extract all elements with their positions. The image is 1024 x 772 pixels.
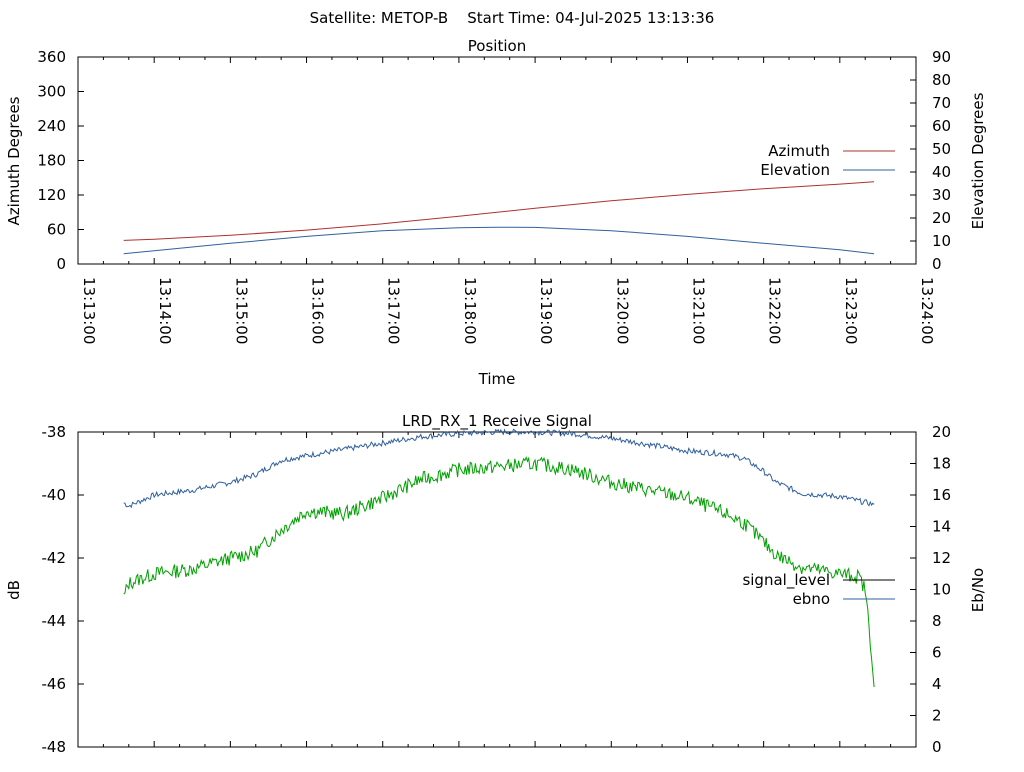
signal-y2-tick-label: 12 [932, 549, 951, 567]
signal-y-tick-label: -48 [42, 738, 67, 756]
position-legend: Azimuth Elevation [760, 142, 895, 179]
signal-y2-tick-label: 4 [932, 675, 942, 693]
position-y2-tick-label: 70 [932, 94, 951, 112]
position-y-tick-label: 300 [37, 83, 66, 101]
position-y2-tick-label: 20 [932, 209, 951, 227]
signal-plot-frame [77, 431, 917, 748]
position-y-tick-label: 240 [37, 117, 66, 135]
position-x-tick-label: 13:15:00 [232, 277, 250, 344]
position-y-tick-label: 360 [37, 48, 66, 66]
signal-y-tick-label: -46 [42, 675, 67, 693]
position-x-axis-label: Time [478, 370, 516, 388]
signal-y2-tick-label: 16 [932, 486, 951, 504]
position-x-tick-label: 13:21:00 [689, 277, 707, 344]
signal-y2-tick-label: 14 [932, 518, 951, 536]
position-y2-tick-label: 0 [932, 255, 942, 273]
position-x-tick-label: 13:19:00 [537, 277, 555, 344]
signal-y2-tick-label: 6 [932, 644, 942, 662]
legend-elevation-label: Elevation [760, 161, 830, 179]
signal-y2-tick-label: 10 [932, 581, 951, 599]
position-y-tick-label: 120 [37, 186, 66, 204]
signal-y2-tick-label: 2 [932, 707, 942, 725]
position-series-azimuth [123, 181, 875, 241]
signal-y2-tick-label: 8 [932, 612, 942, 630]
position-series [123, 181, 875, 255]
position-y2-tick-label: 50 [932, 140, 951, 158]
position-chart-title: Position [468, 37, 526, 55]
position-x-tick-label: 13:17:00 [385, 277, 403, 344]
position-y-tick-label: 0 [56, 255, 66, 273]
signal-y-tick-label: -40 [42, 486, 67, 504]
position-y2-tick-label: 30 [932, 186, 951, 204]
signal-series-line-2 [123, 456, 875, 688]
position-y2-tick-label: 80 [932, 71, 951, 89]
figure-title: Satellite: METOP-B Start Time: 04-Jul-20… [310, 9, 715, 27]
signal-y2-tick-label: 18 [932, 455, 951, 473]
position-x-tick-label: 13:22:00 [766, 277, 784, 344]
signal-y-tick-label: -42 [42, 549, 67, 567]
position-x-tick-label: 13:18:00 [461, 277, 479, 344]
position-y-tick-label: 60 [47, 221, 66, 239]
signal-legend: signal_level ebno [742, 571, 895, 608]
position-y-axis-label: Azimuth Degrees [5, 96, 23, 225]
position-y2-tick-label: 60 [932, 117, 951, 135]
signal-series-ebno [123, 428, 875, 509]
legend-ebno-label: ebno [793, 590, 830, 608]
signal-y-axis-label: dB [5, 580, 23, 600]
position-y2-tick-label: 10 [932, 232, 951, 250]
signal-y2-tick-label: 20 [932, 423, 951, 441]
position-y2-axis-label: Elevation Degrees [969, 92, 987, 229]
position-x-tick-label: 13:13:00 [80, 277, 98, 344]
position-series-elevation [123, 226, 875, 255]
position-y2-tick-label: 90 [932, 48, 951, 66]
legend-azimuth-label: Azimuth [768, 142, 830, 160]
signal-y-tick-label: -44 [42, 612, 67, 630]
legend-signal-level-label: signal_level [742, 571, 830, 590]
signal-y2-axis-label: Eb/No [969, 568, 987, 612]
signal-chart-title: LRD_RX_1 Receive Signal [402, 412, 592, 431]
position-x-tick-label: 13:20:00 [613, 277, 631, 344]
signal-y2-tick-label: 0 [932, 738, 942, 756]
position-x-tick-label: 13:16:00 [309, 277, 327, 344]
position-x-tick-label: 13:14:00 [156, 277, 174, 344]
position-x-tick-label: 13:24:00 [918, 277, 936, 344]
position-x-tick-label: 13:23:00 [842, 277, 860, 344]
signal-series [123, 428, 875, 688]
signal-axes: -48 -46 -44 -42 -40 -38 0 2 4 6 8 10 12 14 16 18 20 [42, 423, 952, 756]
position-y2-tick-label: 40 [932, 163, 951, 181]
signal-y-tick-label: -38 [42, 423, 67, 441]
position-axes: 0 60 120 180 240 300 360 0 10 20 30 40 50 60 70 80 90 13:… [37, 48, 951, 344]
position-y-tick-label: 180 [37, 152, 66, 170]
